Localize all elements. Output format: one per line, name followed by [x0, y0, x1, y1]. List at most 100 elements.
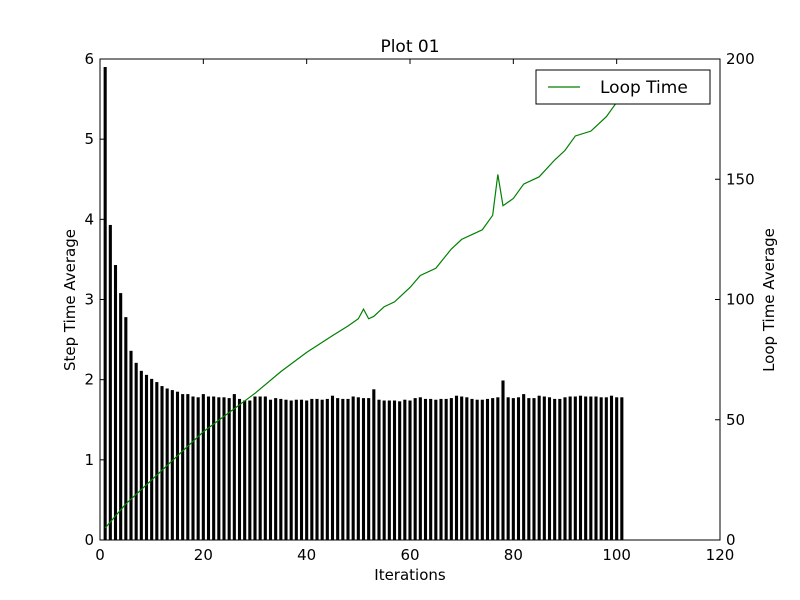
- bar-63: [423, 398, 428, 540]
- bar-62: [418, 397, 422, 540]
- y2-tick-label: 0: [726, 531, 736, 549]
- bar-24: [222, 397, 226, 540]
- bar-26: [232, 394, 236, 540]
- bar-78: [501, 380, 505, 540]
- bar-83: [527, 398, 531, 540]
- x-axis-label: Iterations: [374, 566, 446, 584]
- x-tick-label: 120: [706, 546, 735, 564]
- bar-3: [113, 265, 118, 540]
- y2-axis-label: Loop Time Average: [760, 228, 778, 372]
- bar-64: [429, 398, 433, 540]
- bar-31: [258, 396, 262, 540]
- bar-67: [444, 398, 448, 540]
- bar-20: [201, 394, 205, 540]
- bar-23: [217, 397, 221, 540]
- bar-35: [279, 398, 283, 540]
- bar-60: [408, 400, 412, 540]
- x-tick-label: 60: [400, 546, 419, 564]
- bar-65: [434, 399, 438, 540]
- bar-46: [336, 398, 340, 540]
- bar-51: [361, 398, 366, 540]
- bar-86: [542, 396, 546, 540]
- bar-25: [227, 398, 231, 540]
- bar-101: [620, 397, 624, 540]
- bar-88: [553, 398, 557, 540]
- y2-tick-label: 100: [726, 291, 755, 309]
- legend-label-loop-time: Loop Time: [600, 78, 688, 98]
- bar-32: [263, 396, 267, 540]
- bar-85: [537, 395, 541, 540]
- bar-17: [186, 394, 190, 540]
- bar-91: [568, 396, 572, 540]
- bar-89: [558, 398, 562, 540]
- bar-37: [289, 400, 293, 540]
- loop-time-series: [104, 99, 623, 529]
- y-tick-label: 4: [84, 210, 94, 228]
- y-tick-label: 6: [84, 50, 94, 68]
- y-axis-label: Step Time Average: [61, 229, 79, 371]
- bar-55: [382, 400, 386, 540]
- bar-53: [372, 389, 376, 540]
- x-tick-label: 100: [602, 546, 631, 564]
- y-tick-label: 1: [84, 451, 94, 469]
- bar-6: [129, 350, 133, 540]
- y-axis-right: 0 50 100 150 200: [715, 50, 755, 549]
- y-axis-left: 0 1 2 3 4 5 6: [84, 50, 105, 549]
- bar-2: [108, 224, 112, 540]
- bar-49: [351, 396, 355, 540]
- bar-36: [284, 399, 288, 540]
- y2-tick-label: 50: [726, 411, 745, 429]
- bar-27: [237, 398, 242, 540]
- bar-74: [480, 399, 484, 540]
- bar-50: [356, 397, 360, 540]
- bar-8: [139, 370, 143, 540]
- bar-28: [243, 400, 247, 540]
- bar-15: [175, 391, 180, 540]
- bar-75: [485, 398, 490, 540]
- bar-59: [403, 399, 407, 540]
- bar-43: [320, 399, 324, 540]
- bar-95: [589, 396, 593, 540]
- y-tick-label: 5: [84, 130, 94, 148]
- bar-80: [511, 398, 515, 540]
- bar-9: [144, 374, 149, 540]
- bar-82: [522, 394, 526, 540]
- bar-34: [274, 398, 278, 540]
- bar-29: [248, 400, 252, 540]
- x-tick-label: 40: [297, 546, 316, 564]
- y2-tick-label: 150: [726, 170, 755, 188]
- bar-77: [496, 397, 500, 540]
- bar-48: [346, 398, 350, 540]
- loop-time-line: [104, 99, 623, 529]
- bar-71: [465, 397, 469, 540]
- bar-45: [330, 395, 335, 540]
- y2-tick-label: 200: [726, 50, 755, 68]
- bar-14: [170, 390, 174, 540]
- chart-title: Plot 01: [380, 37, 439, 57]
- bar-96: [594, 396, 598, 540]
- bar-94: [584, 396, 588, 540]
- bar-100: [615, 397, 619, 540]
- bar-93: [578, 395, 583, 540]
- bar-98: [604, 397, 608, 540]
- bar-87: [547, 397, 552, 540]
- bar-58: [398, 401, 402, 540]
- bar-18: [191, 396, 195, 540]
- bar-21: [206, 396, 211, 540]
- bar-12: [160, 386, 164, 540]
- x-tick-label: 0: [95, 546, 105, 564]
- bar-81: [516, 397, 521, 540]
- x-tick-label: 20: [194, 546, 213, 564]
- bar-7: [134, 362, 138, 540]
- bar-10: [150, 378, 154, 540]
- bar-52: [367, 398, 371, 540]
- bar-41: [310, 398, 314, 540]
- bar-4: [119, 293, 123, 540]
- y-tick-label: 3: [84, 291, 94, 309]
- bar-5: [124, 317, 128, 540]
- bar-22: [212, 396, 216, 540]
- bar-16: [181, 394, 185, 540]
- legend: Loop Time: [535, 69, 711, 105]
- bar-54: [377, 399, 381, 540]
- bar-11: [155, 382, 159, 540]
